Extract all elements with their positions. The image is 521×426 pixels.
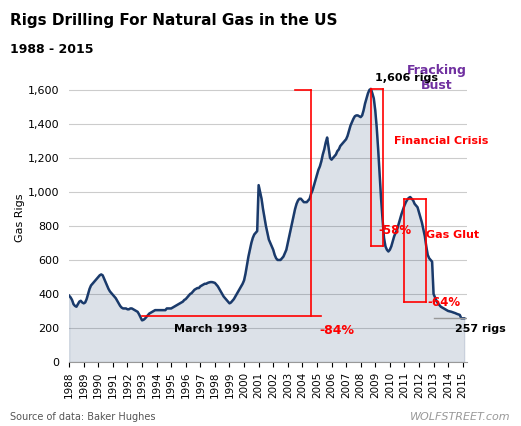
Text: Gas Glut: Gas Glut — [426, 230, 479, 240]
Y-axis label: Gas Rigs: Gas Rigs — [15, 193, 25, 242]
Text: Fracking
Bust: Fracking Bust — [406, 63, 466, 92]
Text: 1,606 rigs: 1,606 rigs — [375, 72, 438, 83]
Text: Financial Crisis: Financial Crisis — [394, 136, 489, 146]
Text: -64%: -64% — [428, 296, 461, 309]
Text: Source of data: Baker Hughes: Source of data: Baker Hughes — [10, 412, 156, 422]
Text: Rigs Drilling For Natural Gas in the US: Rigs Drilling For Natural Gas in the US — [10, 13, 338, 28]
Text: WOLFSTREET.com: WOLFSTREET.com — [410, 412, 511, 422]
Text: 1988 - 2015: 1988 - 2015 — [10, 43, 94, 56]
Text: -84%: -84% — [320, 324, 355, 337]
Text: 257 rigs: 257 rigs — [455, 324, 506, 334]
Text: -58%: -58% — [378, 225, 411, 237]
Text: March 1993: March 1993 — [174, 324, 247, 334]
